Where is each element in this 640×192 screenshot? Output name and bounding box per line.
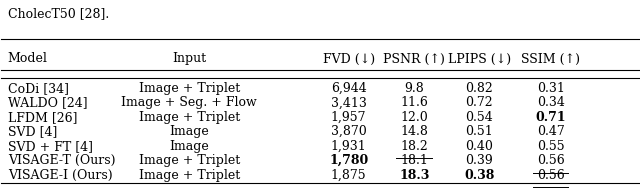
- Text: 0.34: 0.34: [537, 96, 564, 109]
- Text: Image + Triplet: Image + Triplet: [139, 82, 240, 95]
- Text: 1,957: 1,957: [331, 111, 367, 124]
- Text: FVD (↓): FVD (↓): [323, 52, 375, 65]
- Text: Image + Triplet: Image + Triplet: [139, 169, 240, 182]
- Text: 1,875: 1,875: [331, 169, 367, 182]
- Text: SSIM (↑): SSIM (↑): [521, 52, 580, 65]
- Text: 0.51: 0.51: [465, 125, 493, 138]
- Text: SVD + FT [4]: SVD + FT [4]: [8, 140, 93, 153]
- Text: 0.54: 0.54: [465, 111, 493, 124]
- Text: Image + Seg. + Flow: Image + Seg. + Flow: [122, 96, 257, 109]
- Text: VISAGE-I (Ours): VISAGE-I (Ours): [8, 169, 113, 182]
- Text: 9.8: 9.8: [404, 82, 424, 95]
- Text: 0.56: 0.56: [537, 169, 564, 182]
- Text: 14.8: 14.8: [401, 125, 428, 138]
- Text: 0.39: 0.39: [465, 154, 493, 167]
- Text: 18.2: 18.2: [401, 140, 428, 153]
- Text: 0.47: 0.47: [537, 125, 564, 138]
- Text: Image: Image: [170, 140, 209, 153]
- Text: 3,870: 3,870: [331, 125, 367, 138]
- Text: PSNR (↑): PSNR (↑): [383, 52, 445, 65]
- Text: 0.72: 0.72: [465, 96, 493, 109]
- Text: 0.71: 0.71: [536, 111, 566, 124]
- Text: Image + Triplet: Image + Triplet: [139, 111, 240, 124]
- Text: 11.6: 11.6: [401, 96, 428, 109]
- Text: 0.56: 0.56: [537, 154, 564, 167]
- Text: 18.3: 18.3: [399, 169, 429, 182]
- Text: WALDO [24]: WALDO [24]: [8, 96, 88, 109]
- Text: 1,780: 1,780: [329, 154, 368, 167]
- Text: CoDi [34]: CoDi [34]: [8, 82, 68, 95]
- Text: 0.31: 0.31: [537, 82, 564, 95]
- Text: Image + Triplet: Image + Triplet: [139, 154, 240, 167]
- Text: 1,931: 1,931: [331, 140, 367, 153]
- Text: 0.40: 0.40: [465, 140, 493, 153]
- Text: Input: Input: [172, 52, 207, 65]
- Text: 6,944: 6,944: [331, 82, 367, 95]
- Text: 0.55: 0.55: [537, 140, 564, 153]
- Text: SVD [4]: SVD [4]: [8, 125, 57, 138]
- Text: 12.0: 12.0: [401, 111, 428, 124]
- Text: VISAGE-T (Ours): VISAGE-T (Ours): [8, 154, 115, 167]
- Text: 0.38: 0.38: [464, 169, 495, 182]
- Text: LPIPS (↓): LPIPS (↓): [448, 52, 511, 65]
- Text: Model: Model: [8, 52, 47, 65]
- Text: 3,413: 3,413: [331, 96, 367, 109]
- Text: 18.1: 18.1: [401, 154, 428, 167]
- Text: 0.82: 0.82: [465, 82, 493, 95]
- Text: LFDM [26]: LFDM [26]: [8, 111, 77, 124]
- Text: CholecT50 [28].: CholecT50 [28].: [8, 7, 109, 20]
- Text: Image: Image: [170, 125, 209, 138]
